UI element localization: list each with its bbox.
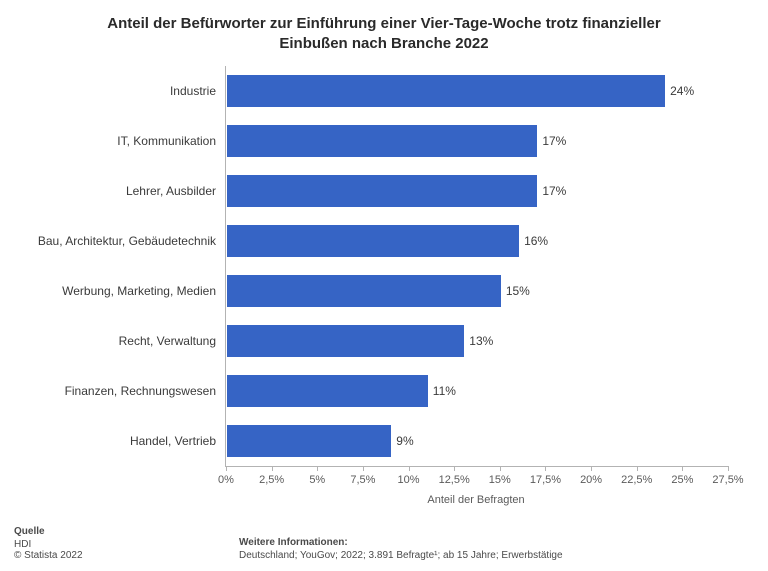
bar-value-label: 11% — [433, 384, 456, 398]
bar-value-label: 13% — [469, 334, 493, 348]
x-tick-label: 5% — [309, 474, 325, 486]
x-tick-label: 0% — [218, 474, 234, 486]
bar — [226, 424, 392, 458]
category-label: Handel, Vertrieb — [130, 434, 216, 448]
bar-value-label: 17% — [542, 184, 566, 198]
x-tick-label: 7,5% — [350, 474, 375, 486]
x-tick-label: 17,5% — [530, 474, 561, 486]
x-tick — [591, 466, 592, 471]
footer-info-heading: Weitere Informationen: — [239, 537, 563, 548]
category-label: Werbung, Marketing, Medien — [62, 284, 216, 298]
bar-row: Werbung, Marketing, Medien15% — [226, 266, 728, 316]
bar-value-label: 15% — [506, 284, 530, 298]
footer-source: Quelle HDI © Statista 2022 — [14, 526, 83, 561]
x-tick-label: 25% — [671, 474, 693, 486]
x-tick — [454, 466, 455, 471]
bar-value-label: 24% — [670, 84, 694, 98]
x-tick — [317, 466, 318, 471]
x-tick — [409, 466, 410, 471]
bar — [226, 224, 520, 258]
x-tick-label: 27,5% — [712, 474, 743, 486]
x-tick — [500, 466, 501, 471]
chart-container: Anteil der Befürworter zur Einführung ei… — [0, 0, 768, 571]
title-line-2: Einbußen nach Branche 2022 — [279, 35, 488, 52]
x-tick-label: 12,5% — [439, 474, 470, 486]
category-label: Lehrer, Ausbilder — [126, 184, 216, 198]
bar-value-label: 9% — [396, 434, 413, 448]
title-line-1: Anteil der Befürworter zur Einführung ei… — [107, 15, 660, 32]
footer-info-line-1: Deutschland; YouGov; 2022; 3.891 Befragt… — [239, 550, 563, 561]
x-tick-label: 15% — [489, 474, 511, 486]
footer-source-heading: Quelle — [14, 526, 83, 537]
bar-value-label: 16% — [524, 234, 548, 248]
x-tick-label: 22,5% — [621, 474, 652, 486]
x-tick-label: 2,5% — [259, 474, 284, 486]
category-label: Industrie — [170, 84, 216, 98]
bar-row: Lehrer, Ausbilder17% — [226, 166, 728, 216]
category-label: IT, Kommunikation — [117, 134, 216, 148]
bar — [226, 174, 538, 208]
x-tick — [226, 466, 227, 471]
category-label: Bau, Architektur, Gebäudetechnik — [38, 234, 216, 248]
x-tick — [682, 466, 683, 471]
x-axis-title: Anteil der Befragten — [427, 494, 524, 506]
x-tick — [272, 466, 273, 471]
bar-row: Industrie24% — [226, 66, 728, 116]
x-tick-label: 20% — [580, 474, 602, 486]
bar-value-label: 17% — [542, 134, 566, 148]
x-tick — [545, 466, 546, 471]
chart-title: Anteil der Befürworter zur Einführung ei… — [0, 0, 768, 59]
bar-row: Recht, Verwaltung13% — [226, 316, 728, 366]
bar-row: Finanzen, Rechnungswesen11% — [226, 366, 728, 416]
category-label: Finanzen, Rechnungswesen — [65, 384, 216, 398]
x-tick — [637, 466, 638, 471]
bar-row: Handel, Vertrieb9% — [226, 416, 728, 466]
bar — [226, 124, 538, 158]
footer-info: Weitere Informationen: Deutschland; YouG… — [239, 537, 563, 561]
x-tick-label: 10% — [398, 474, 420, 486]
x-tick — [728, 466, 729, 471]
category-label: Recht, Verwaltung — [119, 334, 216, 348]
bar-row: IT, Kommunikation17% — [226, 116, 728, 166]
plot-area: 0%2,5%5%7,5%10%12,5%15%17,5%20%22,5%25%2… — [225, 66, 728, 467]
footer-source-line-1: HDI — [14, 539, 83, 550]
footer-source-line-2: © Statista 2022 — [14, 550, 83, 561]
bar — [226, 324, 465, 358]
bar-row: Bau, Architektur, Gebäudetechnik16% — [226, 216, 728, 266]
bar — [226, 274, 502, 308]
x-tick — [363, 466, 364, 471]
bar — [226, 74, 666, 108]
bar — [226, 374, 429, 408]
